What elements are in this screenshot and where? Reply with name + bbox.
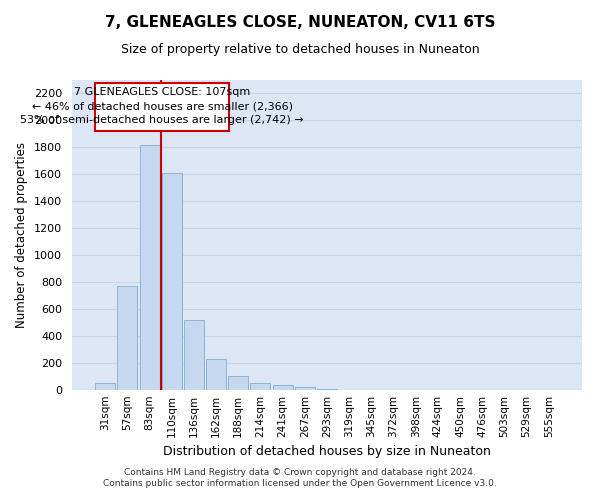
Bar [295,388,315,390]
Text: 7 GLENEAGLES CLOSE: 107sqm
← 46% of detached houses are smaller (2,366)
53% of s: 7 GLENEAGLES CLOSE: 107sqm ← 46% of deta… [20,88,304,126]
X-axis label: Distribution of detached houses by size in Nuneaton: Distribution of detached houses by size … [163,446,491,458]
Bar [228,376,248,390]
Bar [118,286,137,390]
Bar [140,144,160,390]
FancyBboxPatch shape [95,84,229,131]
Bar [95,384,115,390]
Text: Size of property relative to detached houses in Nuneaton: Size of property relative to detached ho… [121,42,479,56]
Y-axis label: Number of detached properties: Number of detached properties [16,142,28,328]
Bar [272,386,293,390]
Bar [162,173,182,390]
Bar [317,389,337,390]
Text: 7, GLENEAGLES CLOSE, NUNEATON, CV11 6TS: 7, GLENEAGLES CLOSE, NUNEATON, CV11 6TS [105,15,495,30]
Text: Contains HM Land Registry data © Crown copyright and database right 2024.
Contai: Contains HM Land Registry data © Crown c… [103,468,497,487]
Bar [206,359,226,390]
Bar [250,382,271,390]
Bar [184,320,204,390]
